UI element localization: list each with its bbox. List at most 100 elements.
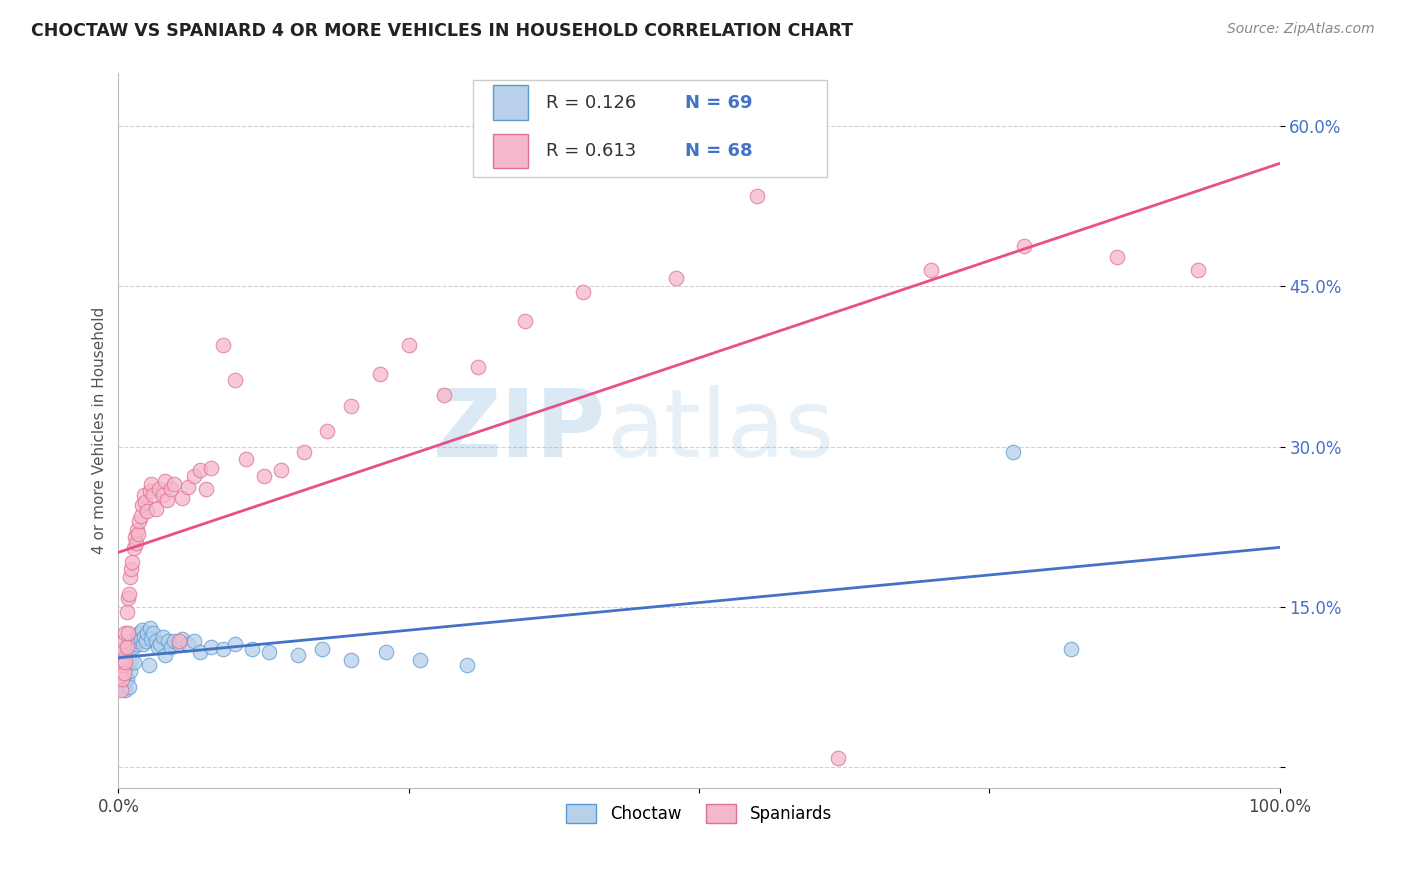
Point (122, 640, 145, 655)
Point (110, 662, 132, 676)
Point (111, 662, 134, 676)
Point (132, 637, 155, 651)
Point (121, 555, 143, 569)
Point (111, 680, 134, 694)
Point (118, 680, 141, 694)
Point (131, 498, 153, 512)
Point (240, 642, 263, 657)
Point (124, 632, 146, 646)
Point (118, 642, 141, 657)
Point (167, 637, 190, 651)
Point (124, 530, 146, 544)
Point (127, 527, 149, 541)
Point (112, 658, 135, 673)
Point (409, 653, 432, 667)
Point (270, 463, 292, 477)
Point (128, 514, 150, 528)
Point (152, 630, 174, 644)
Point (134, 495, 156, 509)
Point (398, 338, 420, 352)
Point (115, 605, 138, 619)
Point (120, 562, 142, 576)
Point (149, 637, 172, 651)
Point (139, 484, 162, 499)
Point (156, 493, 179, 508)
Point (145, 501, 167, 516)
Point (111, 673, 134, 687)
Point (117, 633, 139, 648)
Point (339, 653, 361, 667)
Point (159, 483, 181, 497)
Point (1012, 239, 1035, 253)
Point (200, 461, 222, 475)
Point (456, 658, 478, 673)
Point (108, 658, 131, 673)
Point (112, 642, 135, 657)
Text: ZIP: ZIP (433, 384, 606, 476)
Point (127, 633, 149, 648)
Point (172, 491, 194, 505)
Legend: Choctaw, Spaniards: Choctaw, Spaniards (560, 797, 838, 830)
Point (115, 655, 138, 669)
Point (135, 633, 157, 648)
Text: CHOCTAW VS SPANIARD 4 OR MORE VEHICLES IN HOUSEHOLD CORRELATION CHART: CHOCTAW VS SPANIARD 4 OR MORE VEHICLES I… (31, 22, 853, 40)
Point (125, 523, 148, 537)
Point (177, 637, 200, 651)
Point (259, 644, 281, 658)
Point (110, 674, 132, 689)
Point (153, 474, 176, 488)
Point (138, 658, 160, 673)
Point (115, 640, 138, 655)
Point (125, 630, 148, 644)
Point (827, 751, 849, 765)
Point (114, 683, 136, 698)
Point (112, 633, 135, 648)
Point (114, 626, 136, 640)
Point (432, 388, 454, 402)
Point (129, 508, 152, 523)
Point (115, 642, 138, 657)
Point (136, 626, 159, 640)
Point (112, 665, 135, 680)
Point (128, 626, 150, 640)
Point (1059, 642, 1081, 657)
Point (745, 188, 768, 202)
Point (287, 648, 309, 662)
Point (112, 673, 135, 687)
Point (212, 338, 235, 352)
Point (110, 683, 132, 698)
Point (146, 640, 169, 655)
Point (118, 651, 141, 665)
Point (235, 452, 257, 467)
Point (112, 665, 135, 680)
Point (172, 632, 194, 646)
Point (125, 637, 148, 651)
Point (374, 644, 396, 658)
Point (163, 477, 186, 491)
Point (120, 637, 142, 651)
Point (122, 541, 145, 555)
Point (177, 480, 200, 494)
Point (148, 483, 170, 497)
Text: R = 0.126: R = 0.126 (546, 94, 636, 112)
Point (132, 488, 155, 502)
Point (153, 648, 176, 662)
Point (118, 664, 141, 678)
Point (188, 644, 211, 658)
Point (224, 373, 246, 387)
Point (131, 624, 153, 638)
Point (114, 655, 136, 669)
Text: Source: ZipAtlas.com: Source: ZipAtlas.com (1227, 22, 1375, 37)
Point (572, 285, 595, 299)
Point (129, 632, 152, 646)
Point (121, 633, 143, 648)
Point (157, 633, 180, 648)
Point (1105, 250, 1128, 264)
Point (316, 424, 339, 438)
Point (117, 626, 139, 640)
Point (112, 658, 135, 673)
Point (145, 633, 167, 648)
Point (513, 313, 536, 327)
Point (188, 463, 211, 477)
Point (368, 367, 391, 381)
